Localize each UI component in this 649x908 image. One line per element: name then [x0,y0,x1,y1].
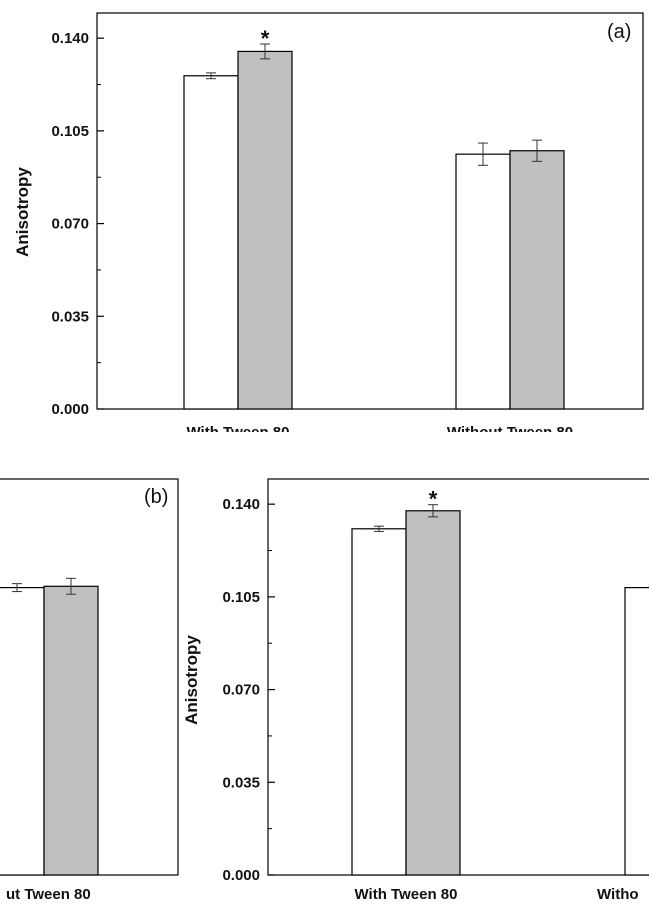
y-tick-label: 0.035 [51,308,89,325]
chart-b-y-axis-title: Anisotropy [182,635,201,725]
y-tick-label: 0.105 [51,123,89,140]
y-tick-label: 0.105 [222,589,260,606]
bar [0,587,45,876]
chart-a-frame [96,12,644,410]
y-tick-label: 0.140 [222,496,260,513]
y-tick-label: 0.000 [51,401,89,418]
y-tick-label: 0.000 [222,867,260,884]
chart-b-left-fragment: (b) ut Tween 80 [0,478,179,903]
chart-b-right-frame [267,478,649,876]
chart-b-category-fragment: With Tween 80 [355,886,458,903]
chart-b-panel-label: (b) [144,486,168,508]
chart-a: 0.000 0.035 0.070 0.105 0.140 * Anisotropy (… [0,12,649,441]
significance-star: * [261,26,270,51]
chart-a-panel-label: (a) [607,21,631,43]
y-tick-label: 0.070 [222,682,260,699]
chart-a-y-axis-title: Anisotropy [13,167,32,257]
chart-b-category-fragment: Witho [597,886,639,903]
y-tick-label: 0.035 [222,774,260,791]
bar [405,510,461,876]
y-tick-label: 0.140 [51,30,89,47]
bar [455,153,511,410]
y-tick-label: 0.070 [51,216,89,233]
bar [183,75,239,410]
crop-band [0,432,649,438]
bar [237,50,293,410]
bar [624,587,649,876]
bar [351,528,407,876]
chart-b-category-fragment: ut Tween 80 [6,886,91,903]
significance-star: * [429,487,438,512]
chart-b-right-fragment: 0.000 0.035 0.070 0.105 0.140 * Anisotropy W… [182,478,649,903]
bar [509,150,565,410]
bar [43,585,99,876]
